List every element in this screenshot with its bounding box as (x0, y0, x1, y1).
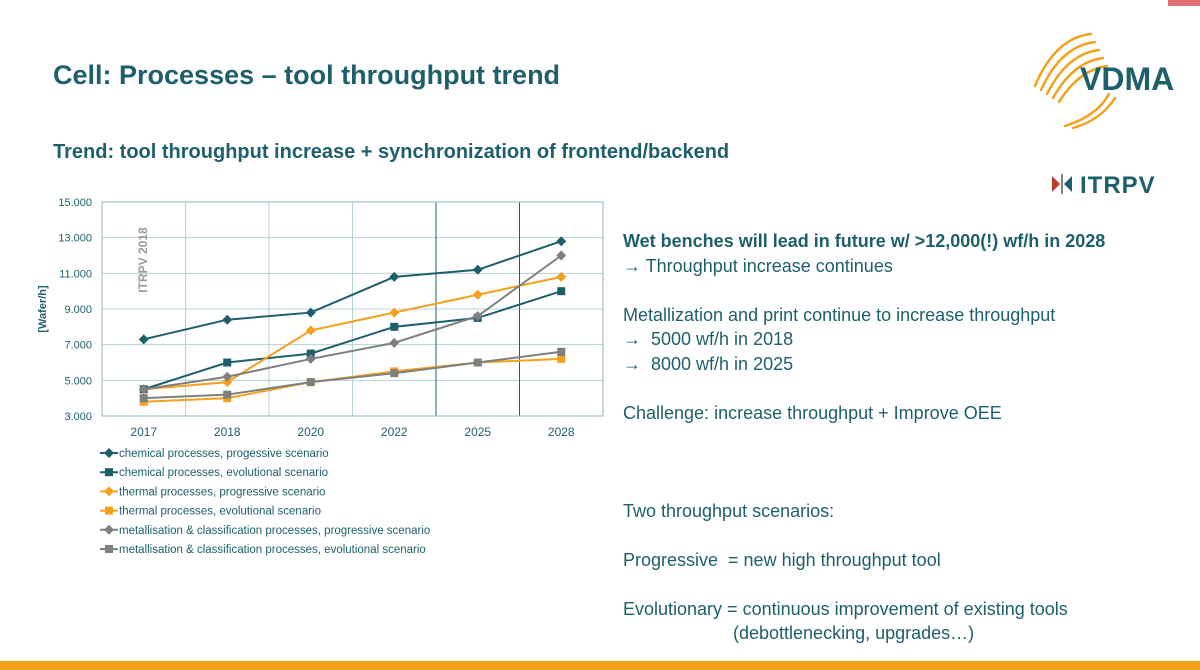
series-line (143, 254, 562, 391)
data-point (305, 307, 316, 318)
series-line (143, 275, 562, 391)
x-tick-label: 2017 (130, 425, 157, 439)
data-point (472, 311, 483, 322)
text-panel: Wet benches will lead in future w/ >12,0… (623, 229, 1193, 646)
text-line-5: Challenge: increase throughput + Improve… (623, 402, 1002, 423)
text-line-6: Two throughput scenarios: (623, 500, 835, 521)
data-point (306, 378, 315, 387)
text-line-7: Progressive = new high throughput tool (623, 549, 941, 570)
legend-swatch-marker (104, 524, 114, 535)
series-line (143, 290, 562, 391)
data-point (222, 371, 233, 382)
data-point (138, 384, 149, 395)
legend-swatch-marker (105, 545, 113, 553)
data-point (389, 271, 400, 282)
data-point (390, 322, 399, 331)
series-line (143, 240, 562, 341)
legend-item: chemical processes, progessive scenario (100, 448, 329, 460)
vdma-logo-text: VDMA (1080, 61, 1174, 97)
data-point (305, 353, 316, 364)
page-subtitle: Trend: tool throughput increase + synchr… (53, 141, 730, 163)
x-tick-label: 2022 (381, 425, 408, 439)
legend-swatch-marker (105, 468, 113, 477)
data-point (557, 287, 566, 296)
chart-watermark: ITRPV 2018 (136, 227, 150, 293)
text-line-4: → 8000 wf/h in 2025 (623, 353, 794, 374)
x-tick-label: 2028 (548, 425, 575, 439)
legend-label: thermal processes, evolutional scenario (119, 506, 321, 518)
y-axis-label: [Wafer/h] (37, 285, 49, 333)
legend-item: chemical processes, evolutional scenario (100, 467, 328, 479)
data-point (557, 347, 566, 356)
legend-label: metallisation & classification processes… (119, 544, 426, 556)
legend-item: metallisation & classification processes… (100, 524, 430, 537)
legend-item: thermal processes, evolutional scenario (100, 506, 321, 518)
data-point (139, 394, 148, 403)
x-tick-label: 2018 (214, 425, 241, 439)
data-point (223, 358, 232, 367)
text-headline: Wet benches will lead in future w/ >12,0… (623, 231, 1106, 251)
legend-swatch-marker (105, 506, 113, 515)
data-point (557, 354, 566, 363)
x-tick-label: 2020 (297, 425, 324, 439)
series-line (143, 350, 562, 400)
legend-item: thermal processes, progressive scenario (100, 486, 325, 498)
data-point (472, 289, 483, 300)
legend-label: chemical processes, evolutional scenario (119, 467, 328, 479)
page-title: Cell: Processes – tool throughput trend (53, 60, 561, 90)
data-point (556, 236, 567, 247)
legend-swatch-marker (104, 486, 114, 497)
series-5 (139, 347, 566, 403)
y-tick-label: 13.000 (58, 233, 92, 245)
x-tick-label: 2025 (464, 425, 491, 439)
data-point (306, 349, 315, 358)
data-point (556, 271, 567, 282)
itrpv-logo-text: ITRPV (1080, 172, 1156, 199)
legend-label: metallisation & classification processes… (119, 525, 430, 537)
y-tick-label: 7.000 (64, 340, 92, 352)
bottom-bar (0, 661, 1200, 670)
throughput-chart: 3.000 5.000 7.000 9.000 11.000 13.000 15.000 20… (0, 180, 620, 560)
data-point (472, 264, 483, 275)
legend-item: metallisation & classification processes… (100, 544, 426, 556)
data-point (390, 369, 399, 378)
itrpv-arrows-icon (1052, 174, 1072, 194)
legend-label: chemical processes, progessive scenario (119, 448, 329, 460)
vdma-logo: VDMA (1033, 32, 1174, 130)
series-0 (138, 236, 567, 345)
data-point (222, 314, 233, 325)
text-line-3: → 5000 wf/h in 2018 (623, 329, 794, 349)
data-point (138, 334, 149, 345)
data-point (305, 325, 316, 336)
y-tick-label: 15.000 (58, 197, 92, 209)
y-tick-label: 5.000 (64, 375, 92, 387)
plot-area (101, 201, 604, 417)
text-line-1: → Throughput increase continues (623, 255, 893, 276)
data-point (389, 337, 400, 348)
itrpv-logo: ITRPV (1052, 172, 1156, 199)
text-line-2: Metallization and print continue to incr… (623, 304, 1056, 325)
data-point (389, 307, 400, 318)
data-point (222, 377, 233, 388)
data-point (223, 390, 232, 399)
y-tick-label: 11.000 (59, 268, 92, 280)
legend-swatch-marker (104, 448, 114, 458)
text-line-9: (debottlenecking, upgrades…) (733, 623, 975, 643)
legend-label: thermal processes, progressive scenario (119, 486, 325, 498)
chart-svg: 3.000 5.000 7.000 9.000 11.000 13.000 15.000 20… (37, 197, 604, 556)
text-line-8: Evolutionary = continuous improvement of… (623, 598, 1068, 619)
data-point (473, 358, 482, 367)
y-tick-label: 9.000 (64, 304, 92, 316)
series-4 (138, 250, 567, 395)
data-point (556, 250, 567, 261)
corner-mark (1168, 0, 1200, 6)
y-tick-label: 3.000 (64, 411, 92, 423)
